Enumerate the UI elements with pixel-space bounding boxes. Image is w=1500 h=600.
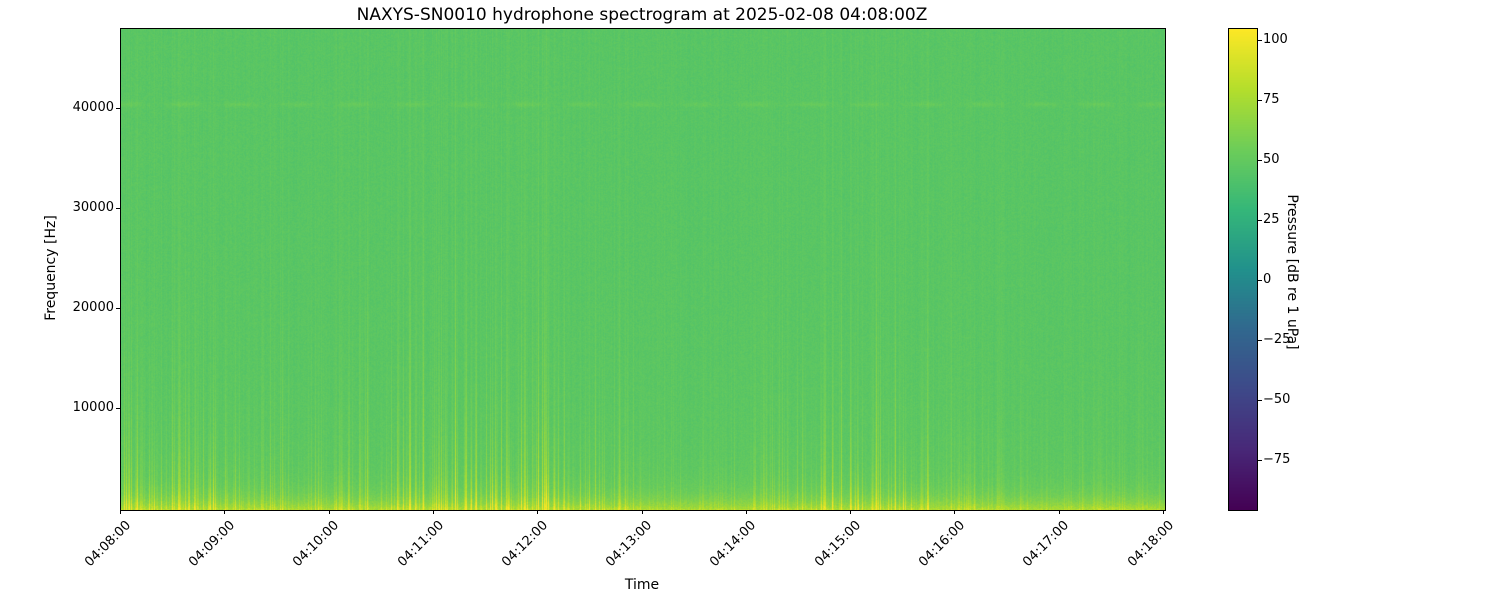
x-tick-label: 04:11:00: [394, 518, 447, 570]
x-tick-label: 04:16:00: [916, 518, 968, 570]
y-axis-label: Frequency [Hz]: [43, 215, 59, 321]
x-tick-label: 04:18:00: [1124, 518, 1177, 570]
x-tick-label: 04:09:00: [186, 518, 238, 570]
x-tick-label: 04:15:00: [811, 518, 864, 570]
plot-title: NAXYS-SN0010 hydrophone spectrogram at 2…: [356, 5, 928, 25]
colorbar-tick-mark: [1258, 220, 1262, 221]
y-tick-label: 10000: [72, 400, 114, 415]
x-tick-mark: [328, 510, 330, 514]
y-tick-label: 30000: [72, 200, 114, 215]
x-tick-mark: [641, 510, 643, 514]
plot-area: [120, 28, 1166, 511]
x-tick-mark: [850, 510, 852, 514]
x-tick-label: 04:08:00: [81, 518, 134, 570]
colorbar-tick-mark: [1258, 340, 1262, 341]
colorbar-tick-mark: [1258, 160, 1262, 161]
x-tick-label: 04:13:00: [603, 518, 656, 570]
y-tick-label: 20000: [72, 300, 114, 315]
x-tick-mark: [1163, 510, 1164, 514]
colorbar-tick-mark: [1258, 100, 1262, 101]
colorbar-tick-mark: [1258, 40, 1262, 41]
colorbar-tick-label: 0: [1263, 272, 1272, 287]
colorbar-tick-mark: [1258, 280, 1262, 281]
x-tick-mark: [120, 510, 121, 514]
x-tick-label: 04:12:00: [498, 518, 551, 570]
spectrogram-canvas: [121, 29, 1165, 510]
x-tick-mark: [745, 510, 747, 514]
y-tick-mark: [116, 208, 120, 209]
x-tick-mark: [954, 510, 956, 514]
colorbar-tick-label: 25: [1263, 212, 1280, 227]
colorbar-tick-label: −50: [1263, 392, 1291, 407]
colorbar-tick-mark: [1258, 460, 1262, 461]
colorbar-tick-mark: [1258, 400, 1262, 401]
x-tick-label: 04:10:00: [290, 518, 343, 570]
x-tick-mark: [224, 510, 226, 514]
y-tick-mark: [116, 408, 120, 409]
x-tick-label: 04:17:00: [1020, 518, 1073, 570]
colorbar-tick-label: 50: [1263, 152, 1280, 167]
x-tick-mark: [1058, 510, 1060, 514]
x-axis-label: Time: [624, 577, 660, 593]
x-tick-label: 04:14:00: [707, 518, 760, 570]
y-tick-mark: [116, 308, 120, 309]
colorbar-tick-label: −75: [1263, 452, 1291, 467]
x-tick-mark: [432, 510, 434, 514]
y-tick-mark: [116, 108, 120, 109]
colorbar-label: Pressure [dB re 1 uPa]: [1284, 194, 1300, 350]
colorbar-tick-label: 75: [1263, 92, 1280, 107]
colorbar-tick-label: −25: [1263, 332, 1291, 347]
y-tick-label: 40000: [72, 100, 114, 115]
x-tick-mark: [537, 510, 539, 514]
colorbar-tick-label: 100: [1263, 32, 1288, 47]
colorbar-canvas: [1229, 29, 1257, 510]
colorbar: [1228, 28, 1258, 511]
